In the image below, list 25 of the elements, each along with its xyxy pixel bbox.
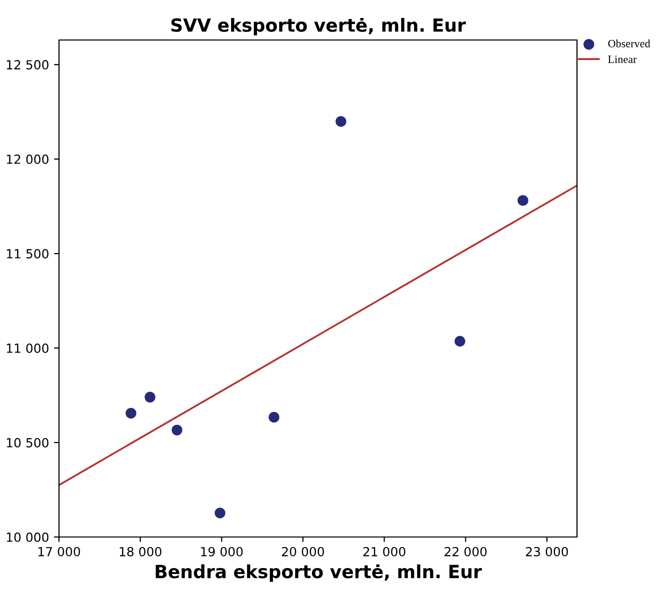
point: [336, 116, 346, 127]
x-tick-label: 17 000: [38, 546, 80, 556]
point: [214, 508, 226, 518]
point: [126, 408, 136, 419]
point: [144, 392, 156, 403]
x-tick-label: 18 000: [120, 546, 162, 556]
x-tick-label: 19 000: [201, 546, 243, 556]
x-tick-label: 20 000: [282, 546, 324, 556]
x-axis-title: Bendra eksporto vertė, mln. Eur: [156, 564, 482, 582]
x-tick-label: 22 000: [444, 546, 487, 556]
legend-label: Observed: [608, 40, 650, 48]
chart-title: SVV eksporto vertė, mln. Eur: [171, 18, 466, 36]
point: [454, 336, 466, 347]
y-tick-label: 11 000: [6, 344, 48, 353]
point: [268, 412, 280, 423]
point: [518, 195, 528, 206]
y-tick-label: 10 000: [6, 532, 48, 542]
y-tick-label: 12 000: [6, 154, 48, 164]
x-tick-label: 23 000: [526, 546, 568, 556]
y-tick-label: 11 500: [6, 249, 48, 258]
legend-label: Linear: [608, 56, 637, 64]
point: [172, 424, 182, 436]
y-tick-label: 12 500: [6, 60, 48, 70]
x-tick-label: 21 000: [363, 546, 406, 556]
y-tick-label: 10 500: [6, 438, 48, 448]
